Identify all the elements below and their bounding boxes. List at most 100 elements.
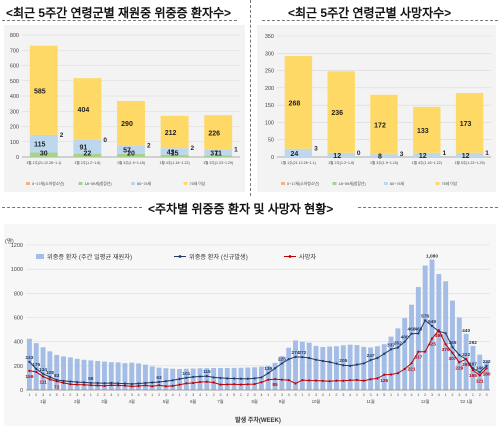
new-severe-line-point [478,371,481,374]
weekly-bar [108,362,114,390]
data-label: 173 [460,121,472,128]
new-severe-line-point [117,382,120,385]
y-tick-label: 0 [16,155,19,161]
weekly-bar [279,356,285,390]
legend-swatch [435,182,440,185]
x-tick-label: 1월 4주(1.16~1.22) [160,160,190,165]
death-data-label: 425 [428,342,436,348]
weekly-bar [61,356,66,390]
week-tick-label: 4 [172,393,174,397]
y-tick-label: 1000 [11,267,23,273]
right-chart-panel: 0 50 100 150 200 250 300 350 24 268 3 1월 1주(21.12.2… [257,25,496,192]
y-tick-label: 100 [10,140,19,146]
week-tick-label: 2 [124,393,126,397]
bar-segment [117,145,145,154]
weekly-bar [293,340,298,390]
legend-swatch [332,182,337,185]
new-severe-line-point [280,362,283,365]
weekly-bar [265,365,271,390]
week-tick-label: 1 [240,393,242,397]
weekly-bar [306,342,312,390]
week-tick-label: 4 [349,393,351,397]
deaths-line-point [123,384,127,387]
bar-segment [284,148,313,157]
bottom-chart-title: <주차별 위중증 환자 및 사망자 현황> [148,202,334,216]
week-tick-label: 1 [390,393,392,397]
deaths-line-point [28,369,31,372]
new-severe-line-point [273,367,277,370]
side-label: 3 [400,151,404,158]
data-label: 212 [165,130,177,137]
x-tick-label: 1월 2주(1.2~1.8) [74,160,100,165]
deaths-line-point [178,383,181,386]
x-tick-label: 1월 1주(21.12.26~1.1) [281,160,316,165]
legend-label: 18~59세(청장년) [339,181,367,186]
severe-data-label: 232 [483,359,491,365]
deaths-line-point [35,370,38,373]
bar-segment [160,148,189,155]
weekly-bar [272,362,278,390]
deaths-line-point [417,350,420,353]
week-tick-label: 1 [356,393,358,397]
month-label: 11월 [366,398,374,405]
week-tick-label: 1 [445,393,447,397]
week-tick-label: 1 [206,393,208,397]
severe-data-label: 175 [32,362,40,368]
new-severe-line-point [123,382,127,385]
deaths-line-point [110,384,113,387]
new-severe-line-point [41,372,45,375]
deaths-line-point [226,383,229,386]
y-tick-label: 600 [14,316,23,322]
data-label: 12 [333,153,341,160]
data-label: 91 [80,145,88,152]
data-label: 22 [84,151,92,158]
new-severe-line-point [430,324,434,328]
deaths-line-point [151,385,154,388]
deaths-line-point [430,337,434,340]
weekly-bar [122,363,128,390]
new-severe-line-point [171,379,174,382]
weekly-combo-chart: (명)0200400600800100012002331751341088359… [5,238,491,424]
weekly-bar [67,357,73,390]
severe-data-label: 247 [367,353,375,359]
deaths-line-point [314,379,318,382]
deaths-line-point [205,380,208,383]
weekly-bar [402,317,408,390]
side-label: 2 [60,132,64,139]
data-label: 133 [417,128,429,135]
severe-data-label: 83 [54,373,60,379]
week-tick-label: 3 [192,393,194,397]
bar-segment [413,152,441,157]
severe-data-label: 468 [414,326,422,332]
deaths-line-point [308,379,311,382]
week-tick-label: 2 [69,393,71,397]
new-severe-line-point [103,382,106,385]
deaths-line-point [437,329,440,332]
middle-divider-right [358,207,498,208]
new-severe-line-point [301,356,304,359]
bar-segment [160,154,189,157]
new-severe-line-point [396,346,399,349]
left-chart-title: <최근 5주간 연령군별 재원중 위중증 환자수> [6,6,232,20]
weekly-bar [347,344,353,390]
death-data-label: 111 [39,380,47,386]
data-label: 585 [34,88,46,95]
data-label: 20 [127,151,135,158]
y-tick-label: 1200 [11,243,23,249]
new-severe-line-point [383,352,386,355]
legend-label: 60~74세 [390,181,405,186]
deaths-line-point [362,379,365,382]
severe-data-label: 205 [339,358,347,364]
weekly-bar [381,344,387,390]
week-tick-label: 3 [342,393,344,397]
new-severe-line-point [362,362,365,365]
weekly-bar [95,361,101,390]
side-label: 1 [234,147,238,154]
x-tick-label: 1월 1주(21.12.26~1.1) [26,160,61,165]
side-label: 1 [442,150,446,157]
deaths-line-point [389,373,393,376]
week-tick-label: 5 [233,393,235,397]
weekly-bar [149,366,155,390]
bar-segment [455,152,484,157]
week-tick-label: 3 [103,393,105,397]
